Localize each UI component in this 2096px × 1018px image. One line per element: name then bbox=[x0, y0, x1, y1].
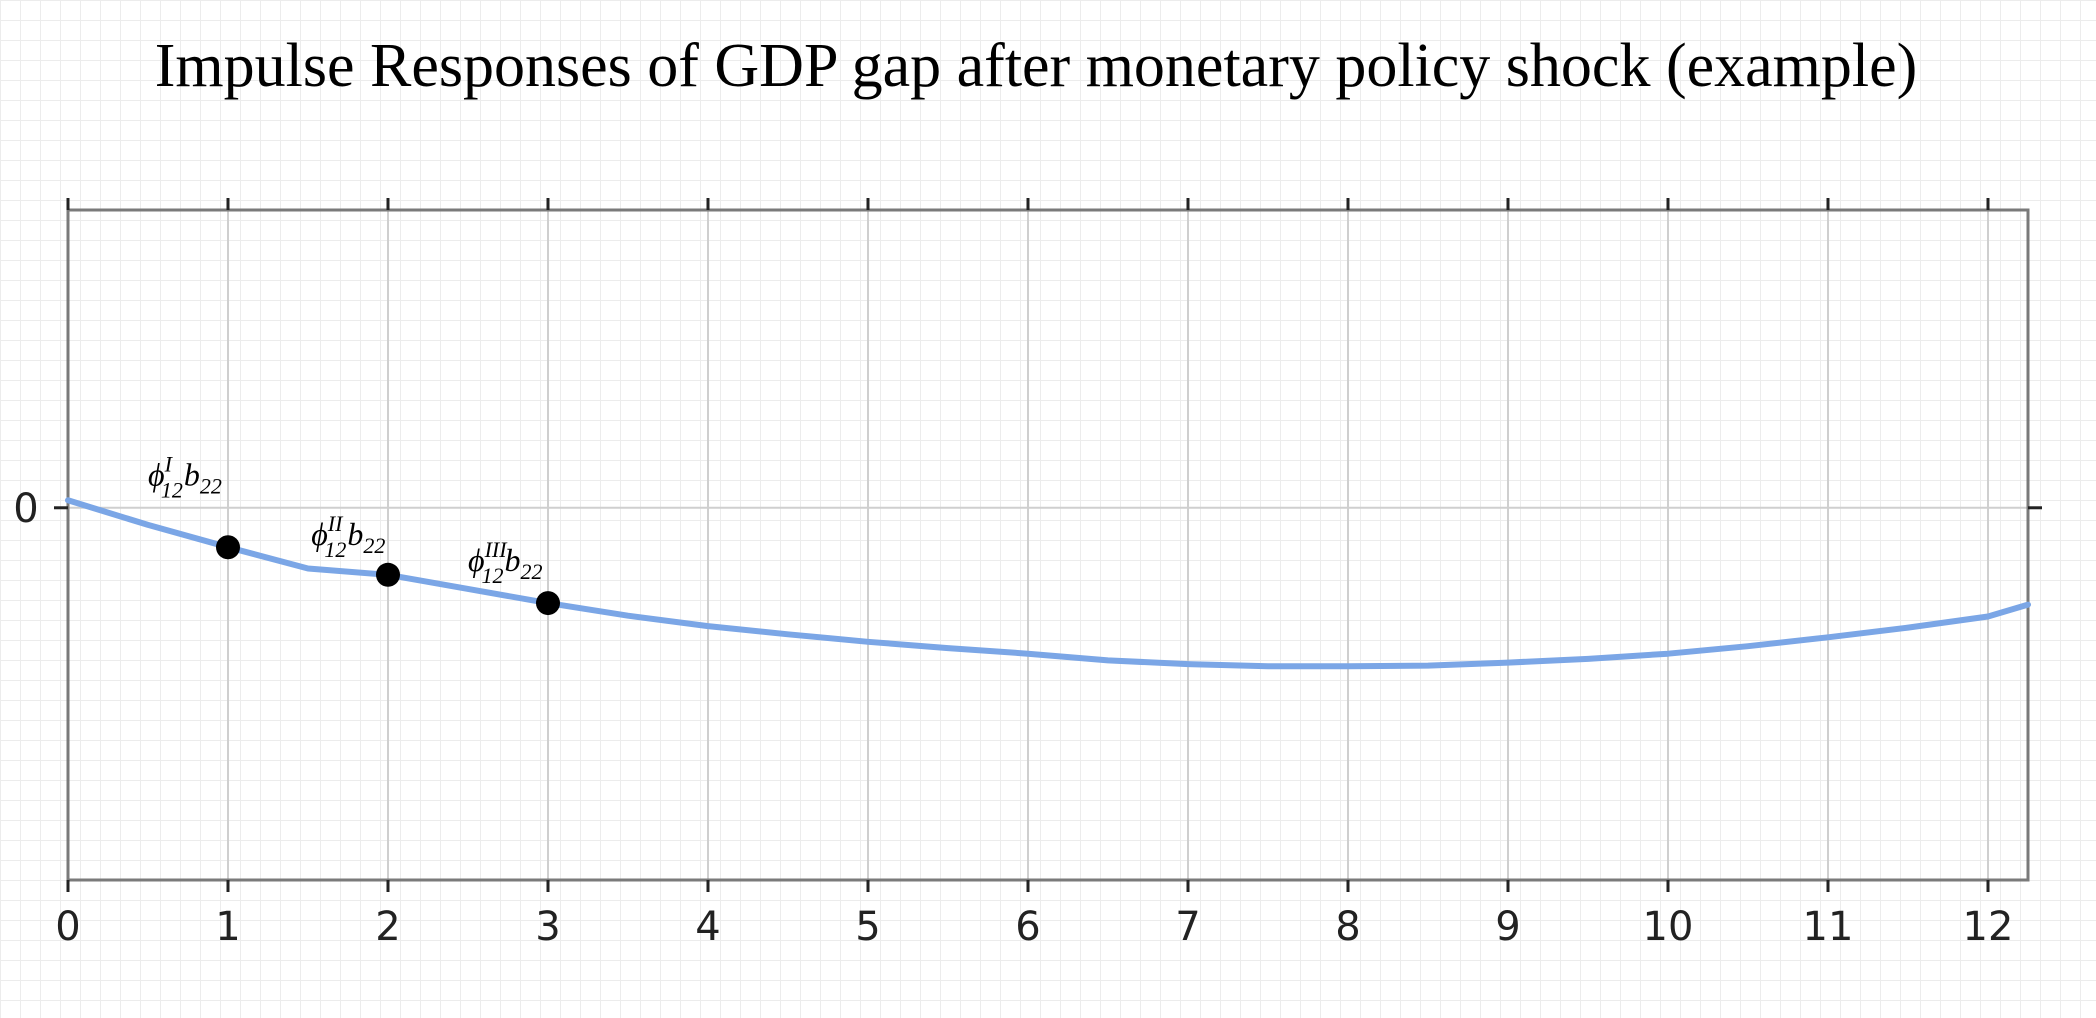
x-tick-label: 10 bbox=[1643, 904, 1694, 950]
coefficient-label: ϕI 12b22 bbox=[148, 451, 222, 502]
x-tick-label: 6 bbox=[1015, 904, 1040, 950]
x-tick-label: 12 bbox=[1963, 904, 2014, 950]
y-tick-label: 0 bbox=[13, 486, 38, 532]
plot-frame bbox=[66, 208, 2030, 882]
x-tick-label: 0 bbox=[55, 904, 80, 950]
response-points bbox=[216, 535, 560, 616]
response-line bbox=[65, 497, 2031, 670]
response-point bbox=[216, 535, 240, 560]
x-tick-label: 4 bbox=[695, 904, 720, 950]
coefficient-label: ϕIII 12b22 bbox=[468, 537, 543, 588]
response-point bbox=[536, 591, 560, 616]
x-tick-label: 3 bbox=[535, 904, 560, 950]
response-point bbox=[376, 562, 400, 587]
x-tick-label: 9 bbox=[1495, 904, 1520, 950]
x-tick-label: 11 bbox=[1803, 904, 1854, 950]
x-tick-label: 7 bbox=[1175, 904, 1200, 950]
x-tick-label: 8 bbox=[1335, 904, 1360, 950]
chart-title: Impulse Responses of GDP gap after monet… bbox=[155, 32, 1918, 100]
coefficient-label: ϕII 12b22 bbox=[311, 511, 385, 562]
coefficient-annotations: ϕI 12b22 ϕII 12b22 ϕIII 12b22 bbox=[148, 451, 543, 588]
ticks-layer bbox=[54, 198, 2042, 892]
x-tick-label: 5 bbox=[855, 904, 880, 950]
x-tick-label: 1 bbox=[215, 904, 240, 950]
x-tick-label: 2 bbox=[375, 904, 400, 950]
grid-layer bbox=[67, 210, 2028, 880]
tick-labels: 0 1 2 3 4 5 6 7 8 9 10 11 120 bbox=[13, 486, 2013, 950]
